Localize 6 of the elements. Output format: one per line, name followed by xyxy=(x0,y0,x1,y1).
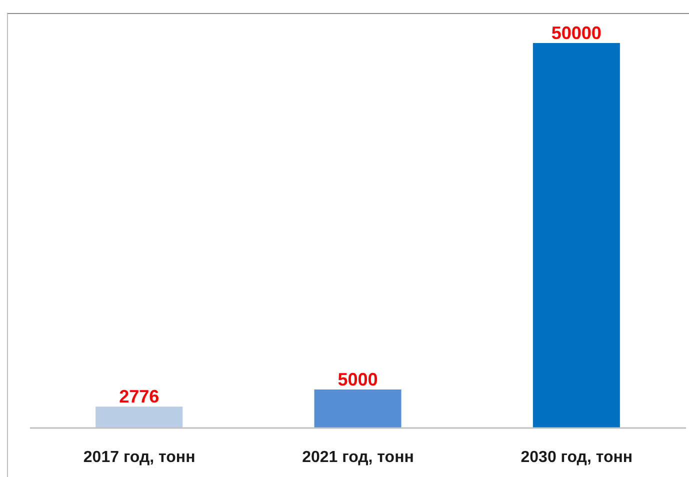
data-label: 2776 xyxy=(119,386,160,407)
x-tick-label: 2030 год, тонн xyxy=(520,449,633,466)
data-label: 5000 xyxy=(338,370,378,390)
x-tick-label: 2017 год, тонн xyxy=(83,449,196,466)
data-label: 50000 xyxy=(551,23,602,43)
x-tick-label: 2021 год, тонн xyxy=(302,449,414,466)
